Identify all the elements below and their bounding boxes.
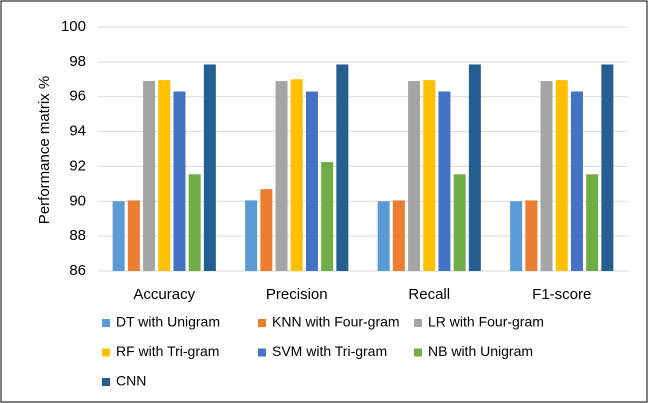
bar	[112, 201, 125, 271]
legend-swatch	[414, 348, 422, 357]
bar	[392, 200, 405, 271]
legend-swatch	[102, 319, 110, 327]
bar	[336, 64, 349, 271]
y-tick-label: 100	[61, 18, 86, 35]
y-tick-label: 94	[69, 123, 86, 140]
legend-swatch	[102, 378, 110, 386]
legend-label: SVM with Tri-gram	[272, 343, 387, 359]
bar	[601, 64, 614, 271]
bar	[408, 81, 421, 272]
bar	[525, 200, 538, 271]
bar	[143, 81, 156, 272]
bar	[540, 81, 553, 272]
bar	[127, 200, 140, 271]
bar	[423, 80, 436, 272]
bar	[260, 189, 273, 271]
legend-label: NB with Unigram	[428, 343, 533, 359]
bar	[245, 200, 258, 271]
bar	[453, 174, 466, 271]
bar	[510, 201, 523, 271]
legend-swatch	[258, 319, 266, 327]
legend-swatch	[258, 348, 266, 357]
bar	[173, 91, 186, 271]
x-tick-label: Accuracy	[133, 286, 195, 303]
bar	[158, 80, 171, 272]
y-tick-label: 86	[69, 262, 86, 279]
legend-label: RF with Tri-gram	[116, 343, 219, 359]
legend-label: KNN with Four-gram	[272, 314, 400, 330]
bar	[570, 91, 583, 271]
bar	[188, 174, 201, 271]
y-tick-label: 98	[69, 53, 86, 70]
bar	[305, 91, 318, 271]
y-tick-label: 92	[69, 157, 86, 174]
bar	[377, 201, 390, 271]
y-tick-label: 96	[69, 88, 86, 105]
bar	[586, 174, 599, 271]
x-tick-label: Recall	[408, 286, 450, 303]
bar	[203, 64, 216, 271]
bar	[290, 79, 303, 272]
bar	[321, 162, 334, 271]
legend-label: LR with Four-gram	[428, 314, 544, 330]
bar	[468, 64, 481, 271]
y-axis-label: Performance matrix %	[36, 76, 53, 224]
legend-swatch	[102, 348, 110, 357]
legend-swatch	[414, 319, 422, 327]
legend-label: CNN	[116, 373, 146, 389]
x-tick-label: F1-score	[532, 286, 591, 303]
bar	[275, 81, 288, 272]
y-tick-label: 88	[69, 227, 86, 244]
legend-label: DT with Unigram	[116, 314, 220, 330]
y-tick-label: 90	[69, 192, 86, 209]
x-tick-label: Precision	[266, 286, 328, 303]
bar	[438, 91, 451, 271]
bar	[555, 80, 568, 272]
